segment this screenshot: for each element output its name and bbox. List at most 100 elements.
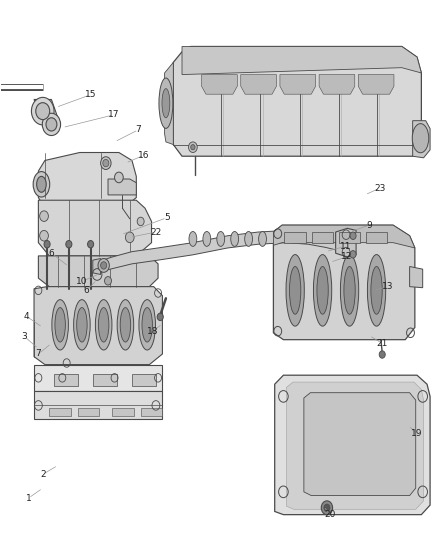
Circle shape	[350, 251, 356, 258]
Polygon shape	[173, 46, 421, 156]
Bar	[93, 374, 117, 386]
Polygon shape	[280, 75, 316, 94]
Circle shape	[191, 144, 195, 150]
Polygon shape	[358, 75, 394, 94]
Text: 7: 7	[35, 350, 41, 359]
Ellipse shape	[55, 308, 65, 342]
Ellipse shape	[412, 124, 429, 153]
Polygon shape	[182, 46, 421, 75]
Polygon shape	[34, 287, 162, 365]
Circle shape	[125, 232, 134, 243]
Polygon shape	[339, 232, 360, 243]
Circle shape	[157, 313, 163, 320]
Circle shape	[137, 217, 144, 225]
Text: 21: 21	[377, 339, 388, 348]
Polygon shape	[93, 259, 101, 274]
Polygon shape	[34, 365, 162, 391]
Text: 7: 7	[136, 125, 141, 134]
Text: 22: 22	[150, 228, 162, 237]
Ellipse shape	[74, 300, 90, 350]
Polygon shape	[410, 266, 423, 288]
Text: 2: 2	[40, 470, 46, 479]
Ellipse shape	[314, 255, 332, 326]
Polygon shape	[201, 75, 237, 94]
Polygon shape	[413, 120, 430, 158]
Bar	[141, 408, 162, 416]
Ellipse shape	[189, 231, 197, 246]
Polygon shape	[273, 225, 415, 340]
Circle shape	[379, 351, 385, 358]
Polygon shape	[108, 179, 136, 195]
Circle shape	[188, 142, 197, 152]
Ellipse shape	[99, 308, 109, 342]
Polygon shape	[275, 375, 430, 515]
Polygon shape	[284, 232, 306, 243]
Circle shape	[103, 159, 109, 167]
Bar	[49, 408, 71, 416]
Ellipse shape	[77, 308, 87, 342]
Text: 10: 10	[76, 277, 88, 286]
Circle shape	[101, 157, 111, 169]
Text: 20: 20	[324, 510, 336, 519]
Text: 15: 15	[85, 90, 96, 99]
Polygon shape	[39, 200, 152, 256]
Ellipse shape	[367, 255, 386, 326]
Text: 13: 13	[381, 282, 393, 291]
Circle shape	[115, 172, 123, 183]
Ellipse shape	[317, 266, 328, 314]
Ellipse shape	[159, 78, 173, 128]
Text: 6: 6	[49, 249, 54, 258]
Text: 12: 12	[341, 253, 352, 262]
Polygon shape	[312, 232, 333, 243]
Text: 17: 17	[108, 110, 120, 119]
Polygon shape	[99, 230, 339, 272]
Ellipse shape	[290, 266, 301, 314]
Bar	[53, 374, 78, 386]
Ellipse shape	[37, 176, 46, 192]
Ellipse shape	[52, 300, 68, 350]
Polygon shape	[319, 75, 355, 94]
Text: 18: 18	[147, 327, 159, 336]
Text: 23: 23	[374, 183, 386, 192]
Polygon shape	[39, 152, 136, 208]
Ellipse shape	[344, 266, 355, 314]
Circle shape	[40, 211, 48, 221]
Circle shape	[350, 232, 356, 239]
Circle shape	[66, 240, 72, 248]
Ellipse shape	[36, 103, 49, 119]
Polygon shape	[34, 391, 162, 419]
Ellipse shape	[162, 88, 170, 118]
Circle shape	[324, 504, 330, 512]
Ellipse shape	[142, 308, 152, 342]
Ellipse shape	[139, 300, 155, 350]
Polygon shape	[366, 232, 388, 243]
Ellipse shape	[33, 172, 49, 197]
Text: 19: 19	[411, 429, 423, 438]
Circle shape	[40, 230, 48, 241]
Circle shape	[101, 262, 107, 269]
Polygon shape	[39, 256, 158, 287]
Ellipse shape	[340, 255, 359, 326]
Bar	[132, 374, 156, 386]
Circle shape	[88, 240, 94, 248]
Ellipse shape	[203, 231, 211, 246]
Text: 3: 3	[21, 332, 27, 341]
Polygon shape	[273, 225, 415, 248]
Ellipse shape	[286, 255, 304, 326]
Text: 5: 5	[164, 213, 170, 222]
Text: 9: 9	[366, 221, 372, 230]
Ellipse shape	[46, 118, 57, 131]
Ellipse shape	[120, 308, 131, 342]
Circle shape	[321, 501, 332, 515]
Polygon shape	[336, 228, 356, 257]
Ellipse shape	[371, 266, 382, 314]
Polygon shape	[241, 75, 276, 94]
Circle shape	[98, 259, 110, 272]
Text: 1: 1	[25, 494, 31, 503]
Text: 11: 11	[339, 242, 351, 251]
Ellipse shape	[95, 300, 112, 350]
Ellipse shape	[231, 231, 239, 246]
Bar	[78, 408, 99, 416]
Ellipse shape	[42, 114, 60, 135]
Circle shape	[44, 240, 50, 248]
